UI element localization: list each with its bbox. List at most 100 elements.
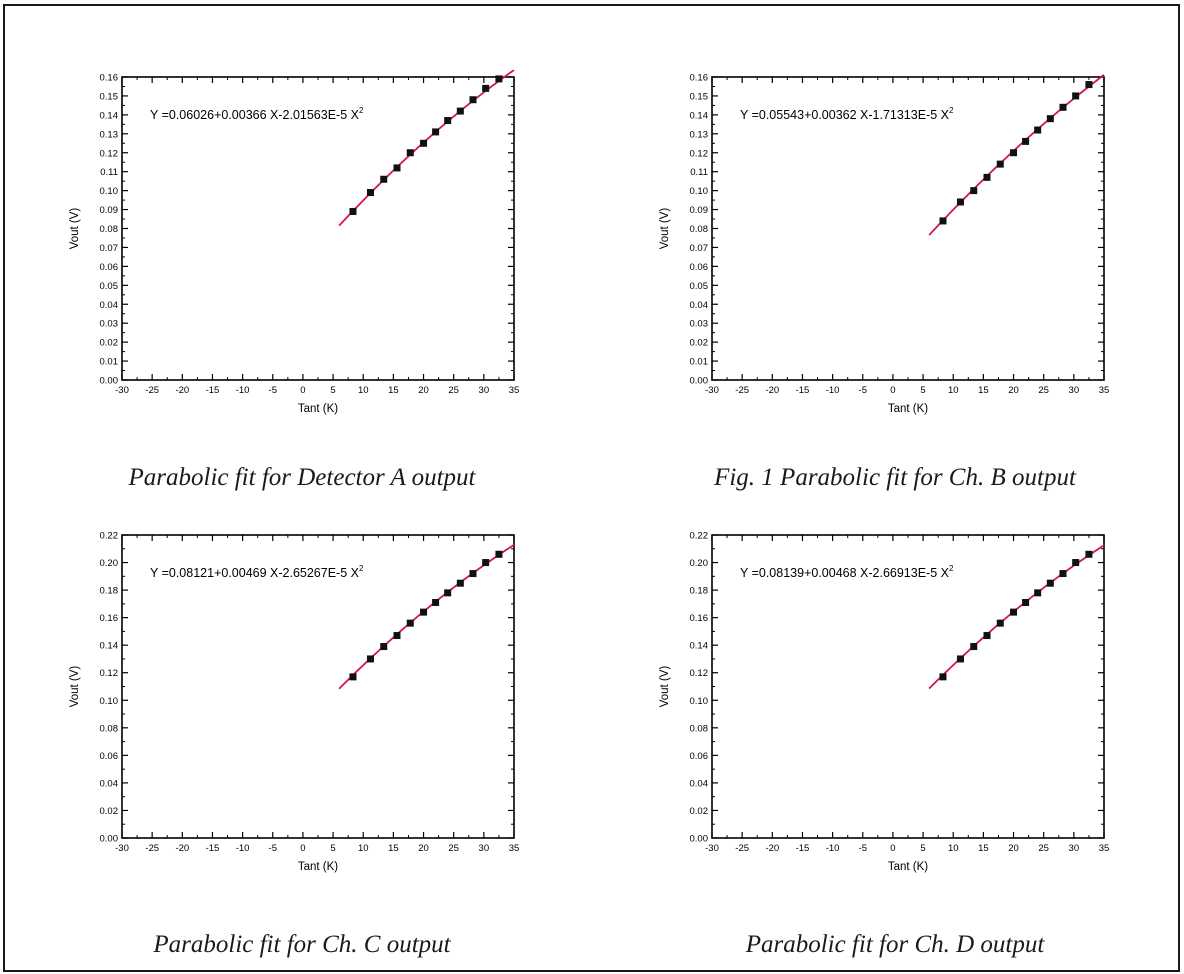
x-tick-label: -15 bbox=[796, 385, 810, 396]
y-tick-label: 0.14 bbox=[690, 641, 709, 652]
data-point bbox=[366, 655, 374, 663]
data-point bbox=[495, 550, 503, 558]
data-point bbox=[469, 96, 477, 104]
x-tick-label: 25 bbox=[448, 843, 459, 854]
x-tick-label: -5 bbox=[269, 385, 277, 396]
y-tick-label: 0.06 bbox=[690, 262, 709, 273]
x-tick-label: -20 bbox=[175, 385, 189, 396]
data-point bbox=[1046, 115, 1054, 123]
y-tick-label: 0.08 bbox=[100, 723, 119, 734]
y-tick-label: 0.22 bbox=[100, 531, 119, 542]
x-tick-label: -30 bbox=[115, 385, 129, 396]
y-tick-label: 0.14 bbox=[100, 110, 119, 121]
x-tick-label: 15 bbox=[978, 843, 989, 854]
x-tick-label: 25 bbox=[1038, 843, 1049, 854]
y-tick-label: 0.00 bbox=[690, 834, 709, 845]
y-axis-label: Vout (V) bbox=[659, 666, 671, 708]
y-tick-label: 0.07 bbox=[100, 243, 119, 254]
data-point bbox=[1085, 81, 1093, 89]
x-tick-label: -5 bbox=[269, 843, 277, 854]
data-point bbox=[1072, 92, 1080, 100]
y-tick-label: 0.08 bbox=[690, 723, 709, 734]
y-tick-label: 0.12 bbox=[690, 668, 709, 679]
x-tick-label: -10 bbox=[826, 385, 840, 396]
y-tick-label: 0.08 bbox=[100, 224, 119, 235]
y-tick-label: 0.02 bbox=[690, 338, 709, 349]
fit-equation: Y =0.08139+0.00468 X-2.66913E-5 X2 bbox=[740, 564, 954, 580]
x-tick-label: 30 bbox=[1069, 385, 1080, 396]
data-point bbox=[349, 207, 357, 215]
data-point bbox=[939, 673, 947, 681]
y-tick-label: 0.06 bbox=[100, 751, 119, 762]
x-tick-label: -20 bbox=[175, 843, 189, 854]
x-tick-label: 35 bbox=[509, 843, 520, 854]
fit-equation: Y =0.05543+0.00362 X-1.71313E-5 X2 bbox=[740, 106, 954, 122]
fit-curve bbox=[338, 69, 515, 227]
x-tick-label: -30 bbox=[705, 385, 719, 396]
y-tick-label: 0.18 bbox=[690, 586, 709, 597]
data-point bbox=[1046, 579, 1054, 587]
fit-equation-text: Y =0.08139+0.00468 X-2.66913E-5 X bbox=[740, 566, 950, 580]
fit-equation: Y =0.06026+0.00366 X-2.01563E-5 X2 bbox=[150, 106, 364, 122]
data-point bbox=[420, 139, 428, 147]
y-tick-label: 0.04 bbox=[690, 778, 709, 789]
x-tick-label: -25 bbox=[145, 843, 159, 854]
chart-b-svg: -30 -25 -20 -15 -10 -5 0 5 10 15 20 25 30 35 0.00 0.01 0… bbox=[659, 73, 1110, 416]
x-tick-label: 15 bbox=[388, 843, 399, 854]
x-tick-label: 15 bbox=[978, 385, 989, 396]
x-tick-label: 35 bbox=[1099, 843, 1110, 854]
x-tick-label: 20 bbox=[1008, 843, 1019, 854]
chart-d-svg: -30 -25 -20 -15 -10 -5 0 5 10 15 20 25 30 35 0.00 0.02 0… bbox=[659, 531, 1110, 874]
data-point bbox=[393, 164, 401, 172]
x-tick-label: 5 bbox=[330, 385, 335, 396]
data-point bbox=[482, 559, 490, 567]
x-tick-label: 5 bbox=[330, 843, 335, 854]
x-tick-label: -10 bbox=[236, 843, 250, 854]
x-tick-label: 35 bbox=[1099, 385, 1110, 396]
plot-frame bbox=[711, 534, 1105, 839]
x-tick-label: -15 bbox=[206, 385, 220, 396]
fit-equation-exponent: 2 bbox=[359, 564, 364, 573]
x-tick-label: 30 bbox=[1069, 843, 1080, 854]
x-tick-label: 0 bbox=[300, 843, 305, 854]
y-tick-label: 0.04 bbox=[100, 778, 119, 789]
y-tick-label: 0.14 bbox=[690, 110, 709, 121]
x-axis-label: Tant (K) bbox=[888, 403, 928, 415]
data-point bbox=[1072, 559, 1080, 567]
data-point bbox=[406, 619, 414, 627]
data-point bbox=[996, 160, 1004, 168]
y-tick-label: 0.15 bbox=[100, 91, 119, 102]
data-point bbox=[956, 198, 964, 206]
data-point bbox=[393, 632, 401, 640]
data-point bbox=[1022, 598, 1030, 606]
y-axis-label: Vout (V) bbox=[69, 208, 81, 250]
fit-equation: Y =0.08121+0.00469 X-2.65267E-5 X2 bbox=[150, 564, 364, 580]
data-point bbox=[469, 570, 477, 578]
fit-equation-exponent: 2 bbox=[949, 106, 954, 115]
y-tick-label: 0.08 bbox=[690, 224, 709, 235]
y-tick-label: 0.05 bbox=[690, 281, 709, 292]
data-point bbox=[456, 107, 464, 115]
data-point bbox=[420, 608, 428, 616]
y-tick-label: 0.11 bbox=[690, 167, 708, 178]
fit-equation-text: Y =0.05543+0.00362 X-1.71313E-5 X bbox=[740, 108, 950, 122]
y-tick-label: 0.00 bbox=[690, 376, 709, 387]
y-tick-label: 0.12 bbox=[100, 148, 119, 159]
x-tick-label: 25 bbox=[448, 385, 459, 396]
y-tick-label: 0.20 bbox=[690, 558, 709, 569]
x-tick-label: -15 bbox=[796, 843, 810, 854]
fit-curve bbox=[338, 544, 515, 690]
x-tick-label: -30 bbox=[705, 843, 719, 854]
x-tick-label: 20 bbox=[418, 843, 429, 854]
data-point bbox=[996, 619, 1004, 627]
y-tick-label: 0.02 bbox=[100, 806, 119, 817]
x-tick-label: 10 bbox=[358, 385, 369, 396]
data-point bbox=[432, 128, 440, 136]
data-point bbox=[444, 117, 452, 125]
x-tick-label: 20 bbox=[418, 385, 429, 396]
data-point bbox=[1059, 103, 1067, 111]
data-point bbox=[380, 175, 388, 183]
caption-b: Fig. 1 Parabolic fit for Ch. B output bbox=[714, 464, 1076, 491]
x-tick-label: -20 bbox=[765, 385, 779, 396]
y-tick-label: 0.15 bbox=[690, 91, 709, 102]
